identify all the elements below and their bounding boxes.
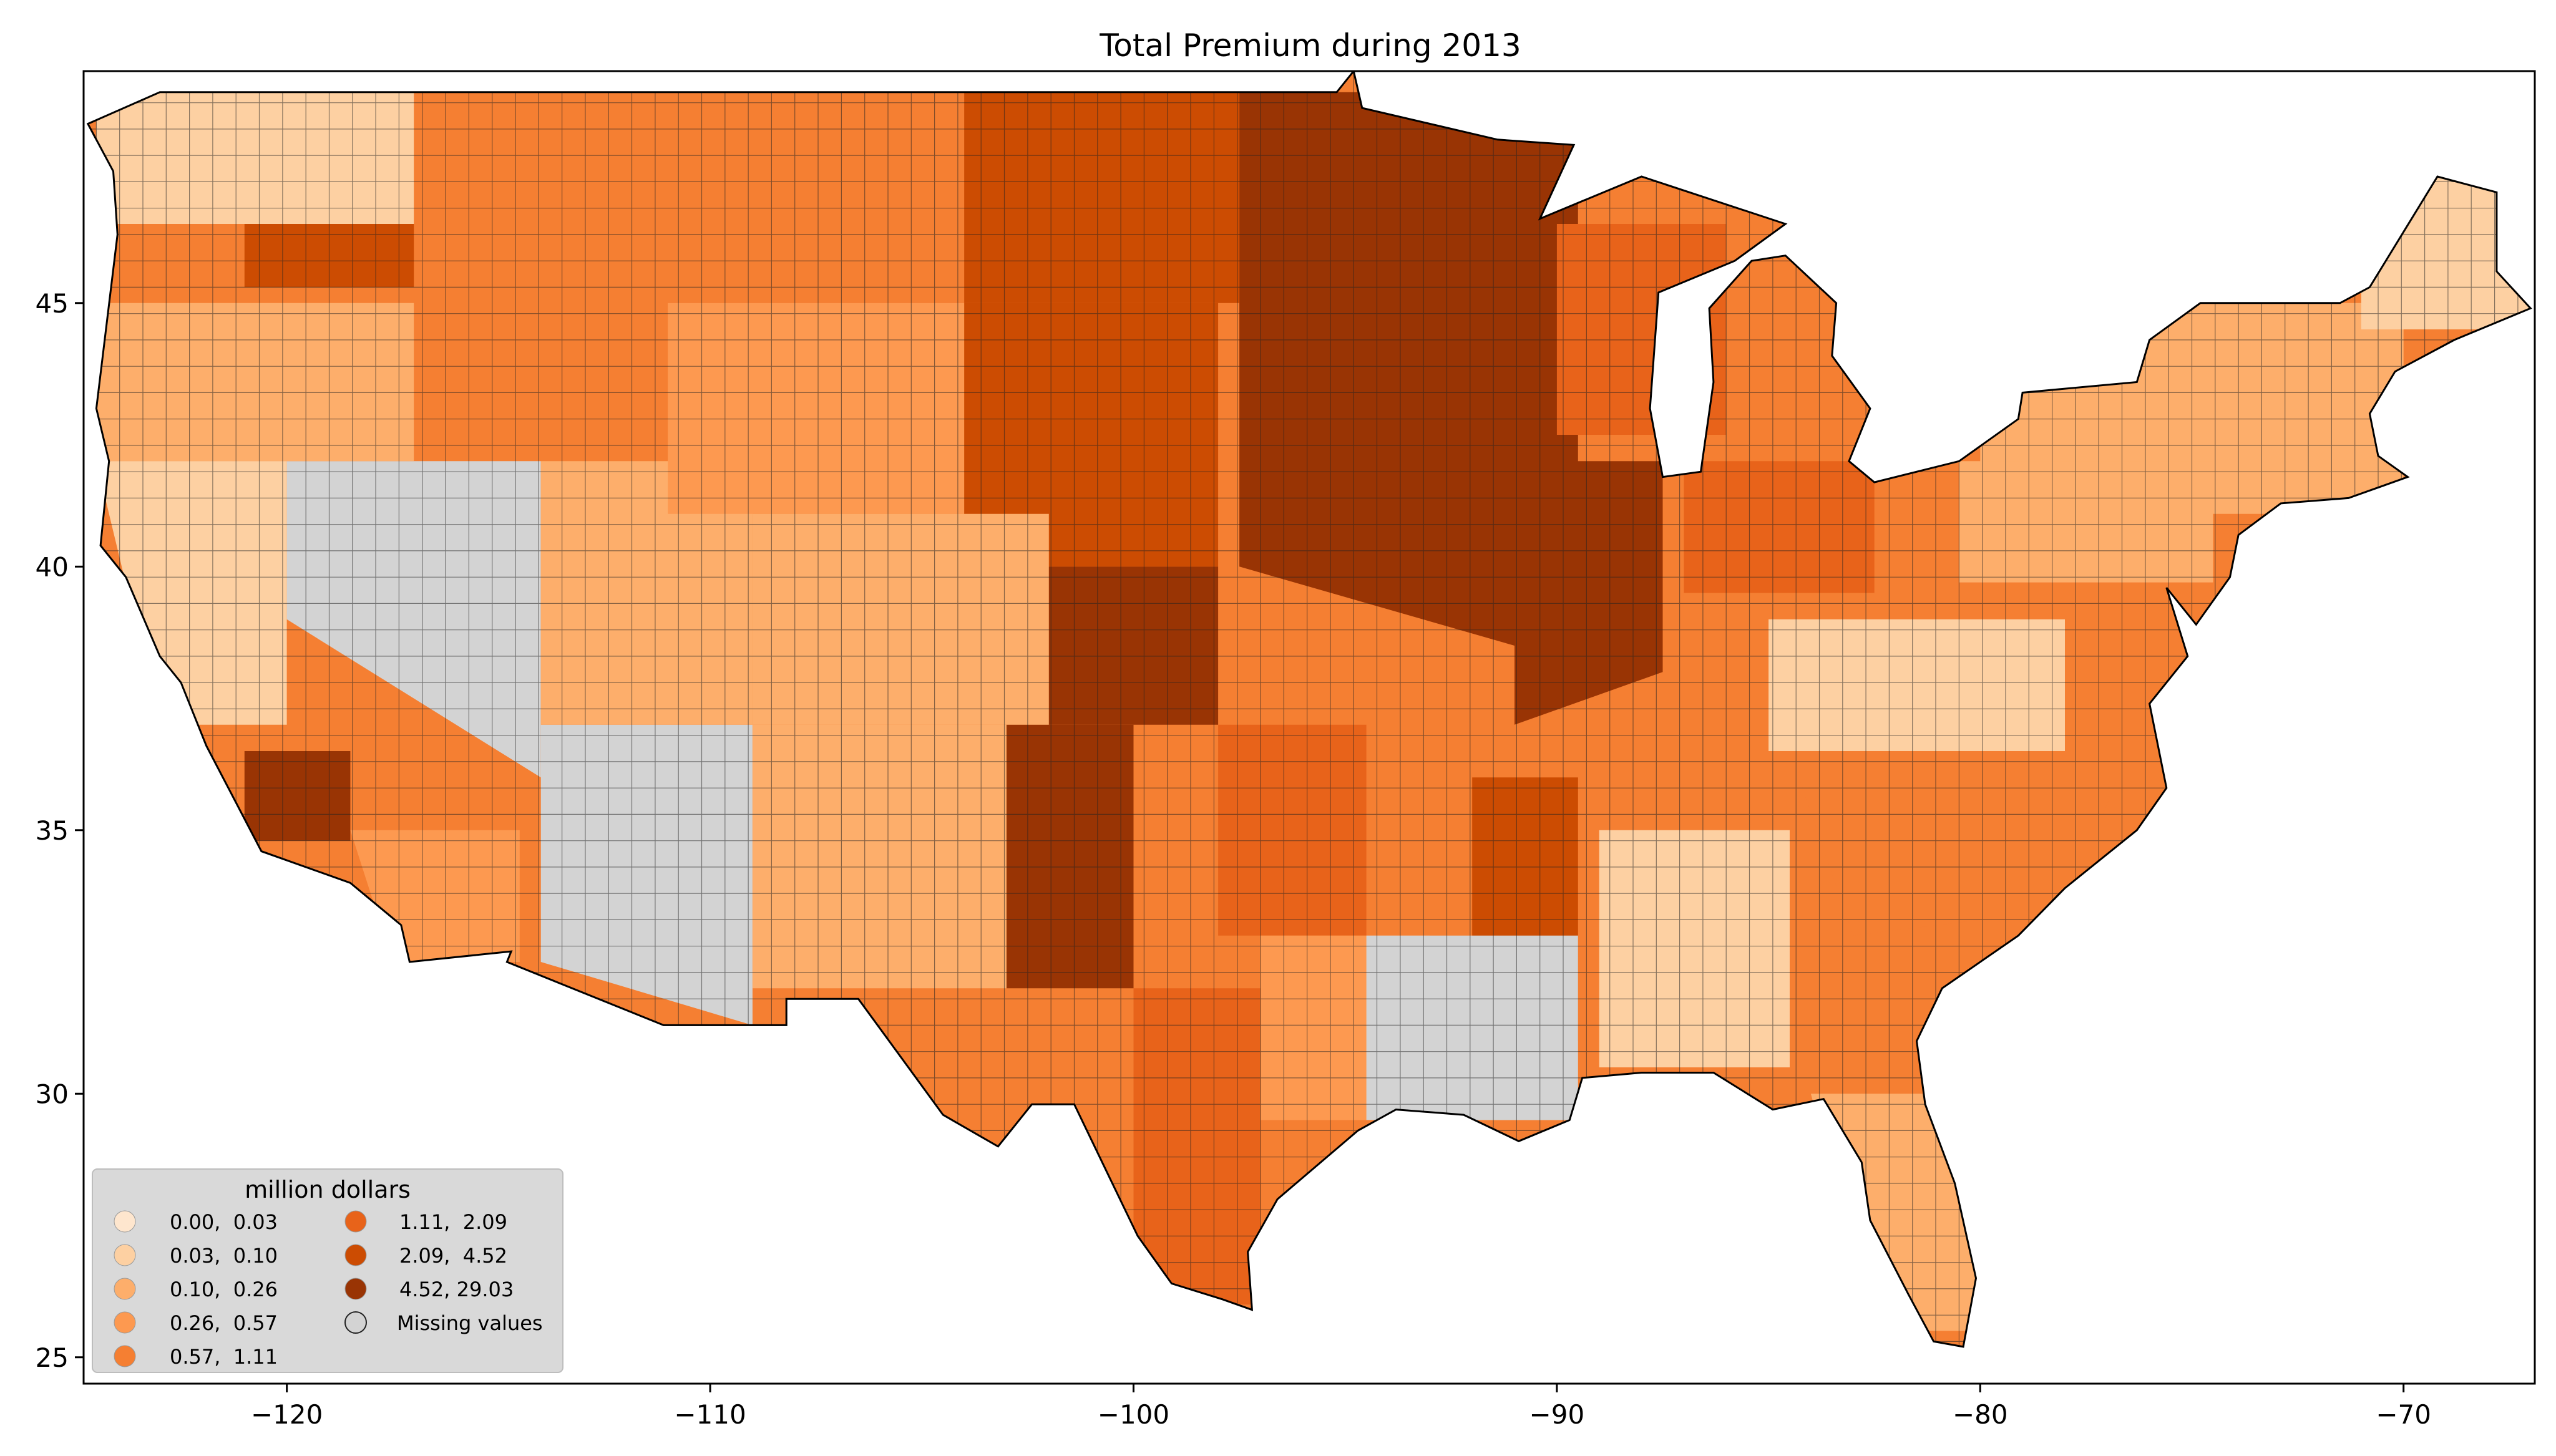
region-4 <box>964 92 1240 303</box>
x-tick-label-0: −120 <box>251 1399 323 1430</box>
x-tick-label-4: −80 <box>1953 1399 2008 1430</box>
legend-label-1: 0.03, 0.10 <box>170 1244 278 1268</box>
region-1 <box>1006 566 1219 725</box>
legend: million dollars 0.00, 0.03 0.03, 0.10 0.… <box>92 1168 563 1373</box>
region-21 <box>96 92 414 224</box>
region-7 <box>1133 988 1261 1305</box>
region-18 <box>752 513 1049 725</box>
legend-marker-2 <box>114 1278 136 1300</box>
region-32 <box>1366 935 1578 1120</box>
x-tick-label-5: −70 <box>2376 1399 2431 1430</box>
legend-label-0: 0.00, 0.03 <box>170 1210 278 1234</box>
region-3 <box>1515 461 1663 725</box>
y-tick-label-3: 40 <box>36 551 69 582</box>
region-29 <box>1599 830 1790 1067</box>
legend-label-3: 0.26, 0.57 <box>170 1311 278 1335</box>
x-tick-label-1: −110 <box>674 1399 746 1430</box>
region-22 <box>96 303 414 462</box>
region-9 <box>244 751 351 841</box>
legend-label-8: Missing values <box>397 1311 543 1335</box>
x-tick-label-2: −100 <box>1098 1399 1169 1430</box>
legend-marker-1 <box>114 1244 136 1266</box>
region-20 <box>456 92 965 303</box>
x-tick-label-3: −90 <box>1529 1399 1585 1430</box>
legend-marker-3 <box>114 1311 136 1334</box>
legend-marker-6 <box>344 1244 367 1266</box>
legend-marker-7 <box>344 1278 367 1300</box>
region-14 <box>286 461 541 778</box>
legend-label-6: 2.09, 4.52 <box>399 1244 507 1268</box>
y-tick-label-2: 35 <box>36 815 69 846</box>
us-border <box>86 71 2532 1348</box>
legend-title: million dollars <box>245 1176 411 1203</box>
region-16 <box>540 461 753 725</box>
region-28 <box>1959 461 2213 583</box>
legend-marker-4 <box>114 1345 136 1367</box>
region-15 <box>540 724 753 1026</box>
y-axis: 25 30 35 40 45 <box>36 288 84 1373</box>
region-11 <box>1684 461 1875 593</box>
region-25 <box>1768 619 2065 751</box>
legend-label-5: 1.11, 2.09 <box>399 1210 507 1234</box>
region-2 <box>1006 724 1134 989</box>
legend-box <box>92 1168 563 1373</box>
x-axis: −120 −110 −100 −90 −80 −70 <box>251 1384 2431 1430</box>
legend-marker-0 <box>114 1210 136 1233</box>
y-tick-label-4: 45 <box>36 288 69 319</box>
legend-label-4: 0.57, 1.11 <box>170 1345 278 1369</box>
legend-marker-8 <box>344 1311 367 1334</box>
region-17 <box>668 303 965 514</box>
region-6 <box>1218 724 1367 936</box>
figure-title: Total Premium during 2013 <box>1099 27 1521 64</box>
legend-label-7: 4.52, 29.03 <box>399 1278 514 1301</box>
region-19 <box>752 724 1007 989</box>
legend-marker-5 <box>344 1210 367 1233</box>
legend-label-2: 0.10, 0.26 <box>170 1278 278 1301</box>
y-tick-label-1: 30 <box>36 1079 69 1109</box>
y-tick-label-0: 25 <box>36 1342 69 1373</box>
